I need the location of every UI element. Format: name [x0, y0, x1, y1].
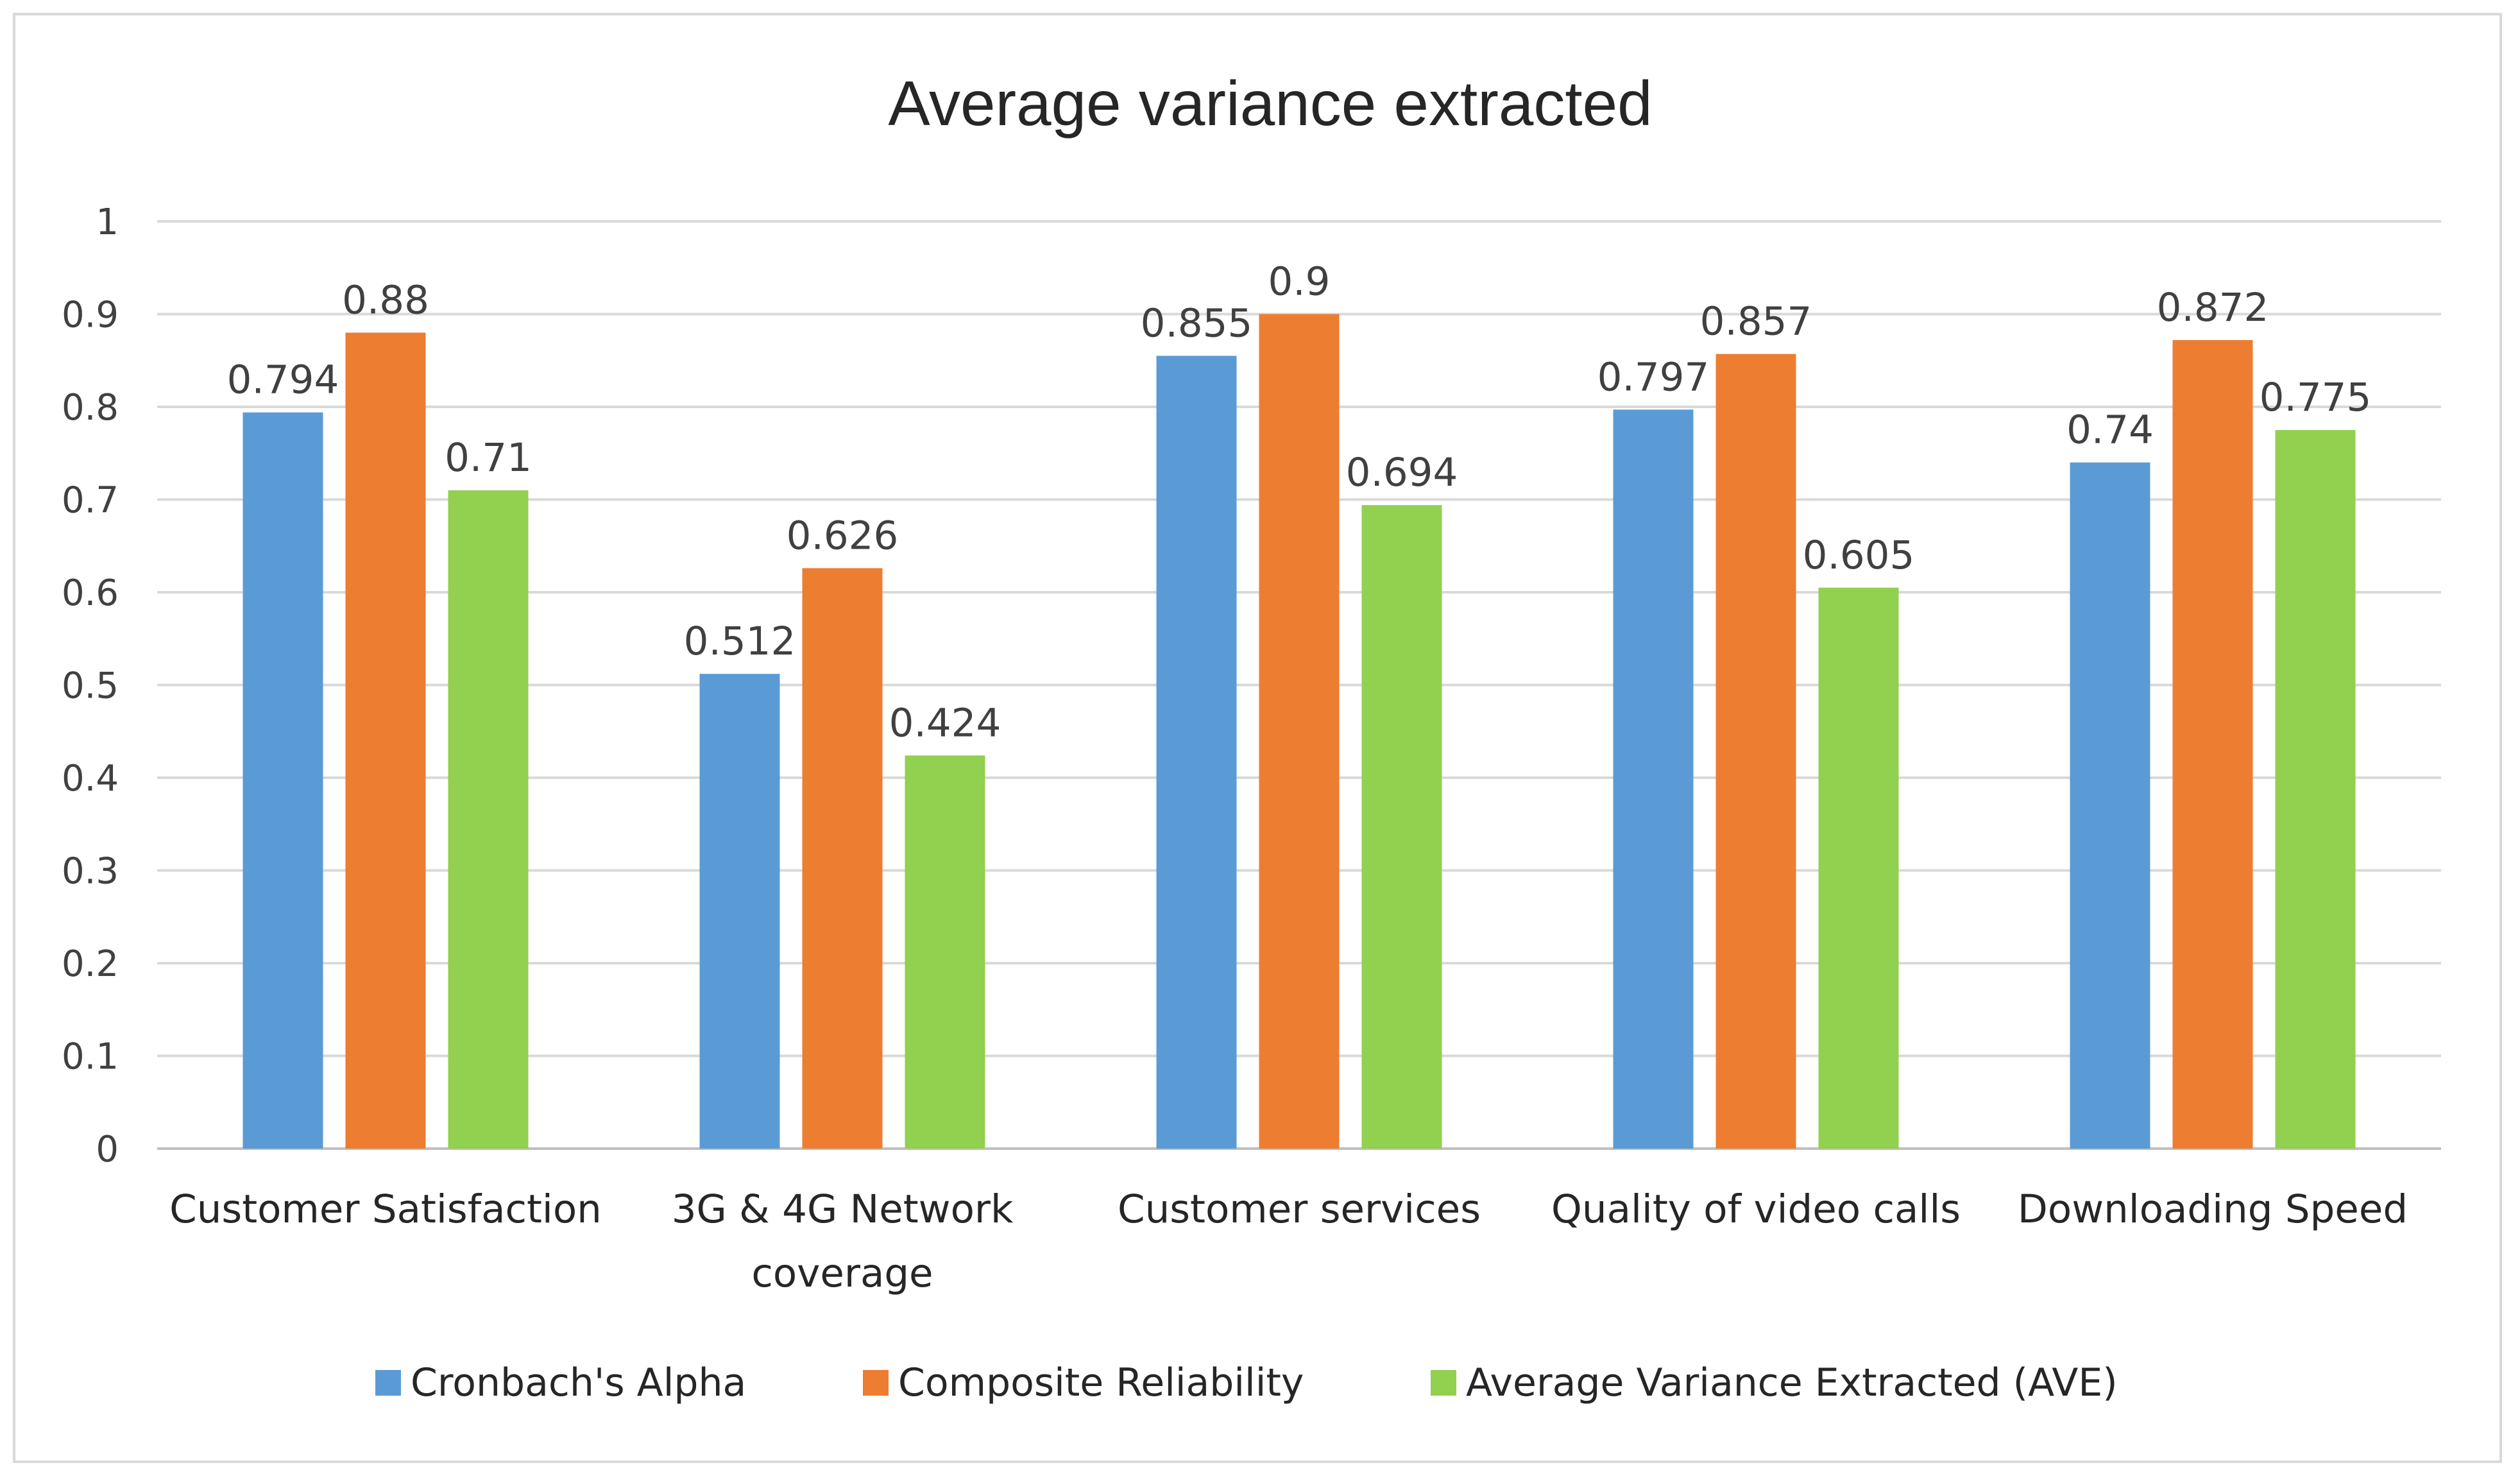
bar — [1715, 354, 1796, 1149]
y-tick-label: 0.8 — [62, 387, 119, 429]
data-label: 0.424 — [889, 700, 1001, 746]
y-tick-label: 1 — [96, 201, 119, 243]
x-category-label: Quality of video calls — [1551, 1186, 1961, 1232]
data-label: 0.88 — [342, 277, 429, 323]
data-label: 0.797 — [1597, 354, 1710, 400]
bar — [243, 412, 323, 1149]
y-axis-ticks: 0 0.1 0.2 0.3 0.4 0.5 0.6 0.7 0.8 0.9 1 — [62, 201, 119, 1170]
legend-swatch — [1431, 1370, 1456, 1396]
data-label: 0.855 — [1141, 301, 1253, 347]
y-tick-label: 0.1 — [62, 1036, 119, 1078]
data-label: 0.775 — [2260, 375, 2372, 420]
y-tick-label: 0.3 — [62, 851, 119, 893]
data-label: 0.9 — [1268, 259, 1330, 305]
legend-label: Cronbach's Alpha — [411, 1360, 746, 1405]
y-tick-label: 0.9 — [62, 295, 119, 336]
data-label: 0.794 — [227, 357, 339, 403]
bar — [2275, 430, 2356, 1149]
data-label: 0.512 — [684, 619, 796, 664]
bar — [1156, 355, 1237, 1149]
legend-swatch — [863, 1370, 889, 1396]
bar — [448, 490, 529, 1149]
bar — [905, 755, 985, 1149]
x-category-label: Customer Satisfaction — [169, 1186, 602, 1232]
x-category-label: Downloading Speed — [2018, 1186, 2408, 1232]
legend-swatch — [375, 1370, 401, 1396]
legend-label: Average Variance Extracted (AVE) — [1466, 1360, 2118, 1405]
bar — [345, 332, 426, 1149]
y-tick-label: 0.7 — [62, 480, 119, 522]
y-tick-label: 0 — [96, 1129, 119, 1170]
data-label: 0.626 — [787, 513, 899, 558]
bar — [699, 674, 780, 1149]
data-label: 0.857 — [1700, 299, 1812, 345]
bars — [243, 314, 2356, 1149]
legend: Cronbach's Alpha Composite Reliability Ave… — [375, 1360, 2118, 1405]
bar — [1613, 409, 1694, 1149]
x-category-label: Customer services — [1118, 1186, 1481, 1232]
bar — [802, 568, 883, 1149]
legend-label: Composite Reliability — [898, 1360, 1304, 1405]
data-label: 0.605 — [1803, 533, 1915, 578]
x-axis-categories: Customer Satisfaction 3G & 4G Network cove… — [169, 1186, 2408, 1296]
y-tick-label: 0.5 — [62, 665, 119, 707]
chart-title: Average variance extracted — [888, 68, 1652, 139]
data-label: 0.71 — [445, 435, 532, 481]
data-label: 0.872 — [2157, 285, 2269, 330]
y-tick-label: 0.6 — [62, 572, 119, 614]
bar — [1259, 314, 1340, 1149]
x-category-label: coverage — [751, 1251, 933, 1296]
y-tick-label: 0.2 — [62, 943, 119, 985]
bar — [2070, 462, 2150, 1149]
data-label: 0.694 — [1346, 450, 1458, 495]
bar — [1361, 505, 1442, 1149]
data-labels: 0.794 0.512 0.855 0.797 0.74 0.88 0.626 0.9 0.85… — [227, 259, 2372, 746]
bar — [2172, 339, 2253, 1149]
bar — [1818, 587, 1899, 1149]
y-tick-label: 0.4 — [62, 758, 119, 800]
x-category-label: 3G & 4G Network — [672, 1186, 1014, 1232]
data-label: 0.74 — [2066, 407, 2154, 453]
